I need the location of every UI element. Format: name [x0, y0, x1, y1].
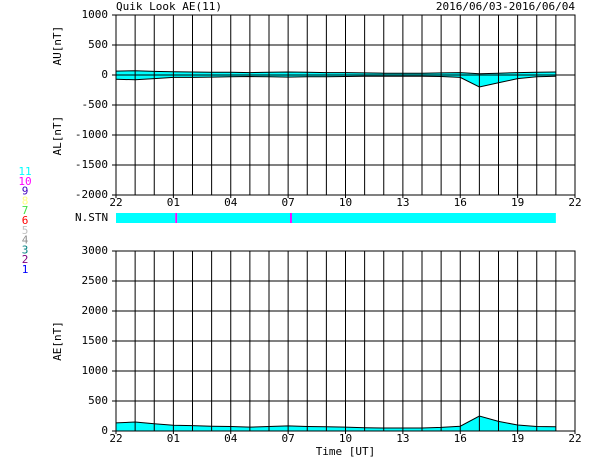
x-tick-label: 13 [396, 196, 409, 209]
y-tick-label: 500 [88, 394, 108, 407]
y-axis-label: AL[nT] [51, 116, 64, 156]
x-axis-label: Time [UT] [316, 445, 376, 458]
x-tick-label: 13 [396, 432, 409, 445]
station-segment [116, 213, 176, 223]
x-tick-label: 10 [339, 196, 352, 209]
y-tick-label: -1500 [75, 158, 108, 171]
x-tick-label: 19 [511, 432, 524, 445]
legend-label: 4 [22, 234, 29, 247]
area-line [115, 415, 556, 429]
legend-label: 2 [22, 253, 29, 266]
station-segment [290, 213, 292, 223]
y-tick-label: 2500 [82, 274, 109, 287]
legend-label: 7 [22, 204, 29, 217]
y-axis-label: AU[nT] [51, 26, 64, 66]
y-tick-label: -500 [82, 98, 109, 111]
legend-label: 5 [22, 224, 29, 237]
legend-label: 3 [22, 243, 29, 256]
area-line [115, 75, 556, 88]
y-tick-label: 0 [101, 68, 108, 81]
x-tick-label: 22 [109, 432, 122, 445]
y-tick-label: 3000 [82, 244, 109, 257]
y-tick-label: -1000 [75, 128, 108, 141]
y-tick-label: 1000 [82, 364, 109, 377]
station-segment [177, 213, 291, 223]
x-tick-label: 01 [167, 432, 180, 445]
station-segment [291, 213, 556, 223]
x-tick-label: 04 [224, 432, 238, 445]
y-tick-label: 2000 [82, 304, 109, 317]
x-tick-label: 22 [109, 196, 122, 209]
x-tick-label: 07 [282, 432, 295, 445]
station-segment [175, 213, 178, 223]
y-tick-label: -2000 [75, 188, 108, 201]
plot-frame [115, 250, 576, 432]
y-axis-label: AE[nT] [51, 321, 64, 361]
x-tick-label: 19 [511, 196, 524, 209]
legend-label: 1 [22, 263, 29, 276]
y-tick-label: 1500 [82, 334, 109, 347]
x-tick-label: 16 [454, 196, 467, 209]
x-tick-label: 10 [339, 432, 352, 445]
x-tick-label: 01 [167, 196, 180, 209]
x-tick-label: 22 [568, 432, 581, 445]
legend-label: 10 [18, 175, 31, 188]
area-line [115, 70, 556, 75]
legend-label: 8 [22, 194, 29, 207]
x-tick-label: 16 [454, 432, 467, 445]
y-tick-label: 1000 [82, 8, 109, 21]
plot-frame [115, 14, 576, 196]
y-tick-label: 0 [101, 424, 108, 437]
date-range: 2016/06/03-2016/06/04 [436, 0, 575, 13]
chart-title: Quik Look AE(11) [116, 0, 222, 13]
x-tick-label: 07 [282, 196, 295, 209]
legend-label: 6 [22, 214, 29, 227]
legend-label: 9 [22, 185, 29, 198]
x-tick-label: 04 [224, 196, 238, 209]
x-tick-label: 22 [568, 196, 581, 209]
strip-label: N.STN [75, 211, 108, 224]
legend-label: 11 [18, 165, 31, 178]
y-tick-label: 500 [88, 38, 108, 51]
